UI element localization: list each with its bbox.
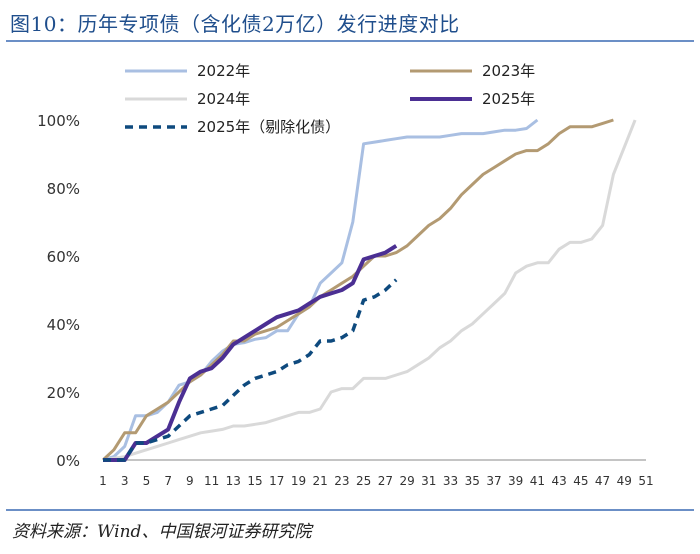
y-tick-label: 60% (47, 248, 80, 266)
series-line-0 (102, 118, 539, 462)
series-line-1 (101, 118, 614, 462)
series-layer (101, 118, 637, 462)
x-tick-label: 25 (356, 474, 371, 488)
x-tick-label: 23 (334, 474, 349, 488)
x-tick-label: 35 (465, 474, 480, 488)
x-tick-label: 41 (530, 474, 545, 488)
legend-label-4: 2025年（剔除化债） (197, 118, 340, 136)
x-tick-label: 39 (508, 474, 523, 488)
source-note: 资料来源：Wind、中国银河证券研究院 (12, 522, 312, 542)
x-tick-label: 15 (247, 474, 262, 488)
x-tick-label: 27 (378, 474, 393, 488)
x-tick-label: 47 (595, 474, 610, 488)
x-tick-label: 3 (121, 474, 129, 488)
x-tick-label: 51 (638, 474, 653, 488)
legend-label-1: 2023年 (482, 62, 535, 80)
x-tick-label: 5 (143, 474, 151, 488)
x-tick-label: 45 (573, 474, 588, 488)
x-tick-label: 13 (226, 474, 241, 488)
y-tick-label: 100% (37, 112, 80, 130)
x-tick-label: 33 (443, 474, 458, 488)
y-tick-label: 0% (56, 452, 80, 470)
y-tick-label: 20% (47, 384, 80, 402)
x-tick-label: 17 (269, 474, 284, 488)
chart-title: 图10：历年专项债（含化债2万亿）发行进度对比 (10, 12, 460, 36)
series-line-2 (102, 119, 637, 462)
x-tick-label: 9 (186, 474, 194, 488)
y-tick-label: 40% (47, 316, 80, 334)
x-tick-label: 21 (313, 474, 328, 488)
legend-label-2: 2024年 (197, 90, 250, 108)
x-tick-label: 29 (399, 474, 414, 488)
x-tick-label: 31 (421, 474, 436, 488)
y-tick-label: 80% (47, 180, 80, 198)
x-tick-label: 7 (164, 474, 172, 488)
legend-label-0: 2022年 (197, 62, 250, 80)
x-tick-label: 1 (99, 474, 107, 488)
x-tick-label: 19 (291, 474, 306, 488)
footer-divider (6, 509, 694, 511)
x-tick-label: 43 (551, 474, 566, 488)
x-tick-label: 49 (617, 474, 632, 488)
title-divider (6, 40, 694, 42)
legend-label-3: 2025年 (482, 90, 535, 108)
x-tick-label: 37 (486, 474, 501, 488)
x-tick-label: 11 (204, 474, 219, 488)
chart-legend: 2022年 2023年 2024年 2025年 2025年（剔除化债） (125, 62, 535, 136)
series-line-4 (103, 278, 398, 462)
chart-axes: 0%20%40%60%80%100%1 3 5 7 9 11 13 15 17 19 21 23 25 2… (37, 112, 654, 488)
